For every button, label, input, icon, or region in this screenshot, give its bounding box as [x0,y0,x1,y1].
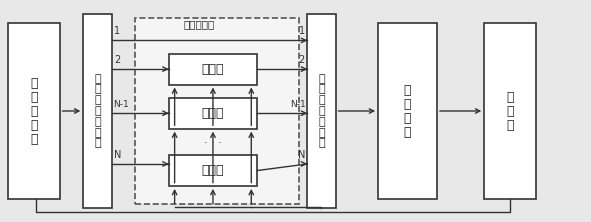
Text: 延迟线: 延迟线 [202,63,224,75]
Bar [135,18,299,204]
Text: 脉
冲
激
光
器: 脉 冲 激 光 器 [30,77,37,145]
Text: 延迟线装置: 延迟线装置 [183,19,215,29]
Text: 自
相
关
仪: 自 相 关 仪 [404,83,411,139]
Bar [378,23,437,199]
Text: 1: 1 [299,26,305,36]
Text: 第
一
光
纤
耦
合
器: 第 一 光 纤 耦 合 器 [94,74,100,148]
Bar [169,54,257,85]
Bar [8,23,60,199]
Text: N-1: N-1 [113,100,128,109]
Text: N: N [114,150,121,160]
Bar [307,14,336,208]
Text: N: N [297,150,305,160]
Bar [169,155,257,186]
Text: 1: 1 [114,26,120,36]
Text: 2: 2 [298,55,305,65]
Text: 2: 2 [114,55,120,65]
Bar [169,98,257,129]
Bar [484,23,536,199]
Text: 延迟线: 延迟线 [202,107,224,120]
Text: 第
二
光
纤
耦
合
器: 第 二 光 纤 耦 合 器 [318,74,325,148]
Text: · · ·: · · · [204,138,222,148]
Text: 处
理
器: 处 理 器 [506,91,514,131]
Text: N-1: N-1 [290,100,306,109]
Bar [83,14,112,208]
Text: 延迟线: 延迟线 [202,164,224,177]
